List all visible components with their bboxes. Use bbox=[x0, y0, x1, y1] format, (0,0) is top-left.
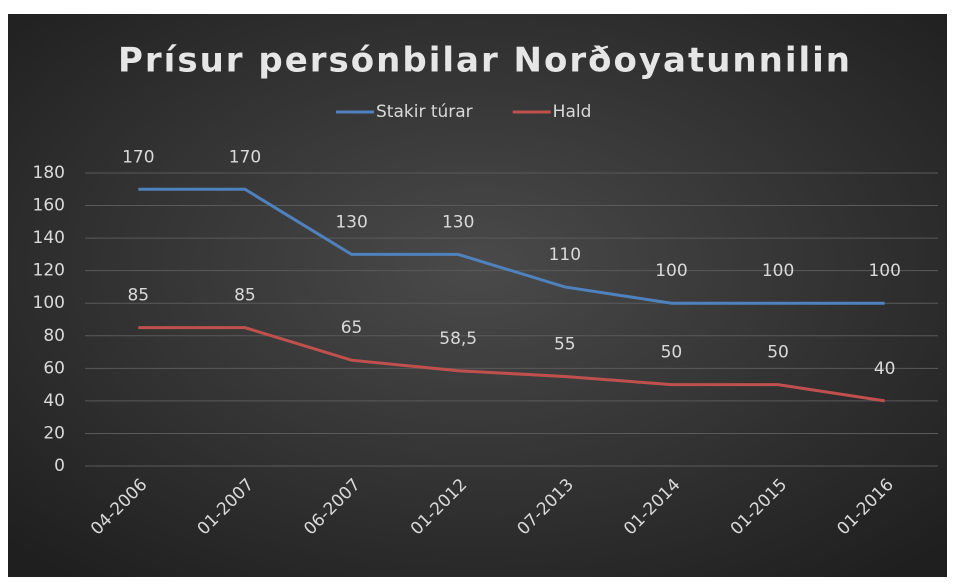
data-label: 50 bbox=[767, 343, 789, 363]
data-label: 110 bbox=[549, 245, 581, 265]
data-label: 58,5 bbox=[439, 329, 477, 349]
legend-label: Hald bbox=[553, 102, 592, 122]
data-label: 85 bbox=[127, 286, 149, 306]
y-tick-label: 20 bbox=[43, 423, 65, 443]
series-line bbox=[138, 326, 885, 403]
data-label: 85 bbox=[234, 286, 256, 306]
data-label: 170 bbox=[122, 147, 154, 167]
y-tick-label: 180 bbox=[33, 163, 65, 183]
data-label: 100 bbox=[655, 261, 687, 281]
y-tick-label: 160 bbox=[33, 196, 65, 216]
data-label: 130 bbox=[442, 212, 474, 232]
y-tick-label: 120 bbox=[33, 261, 65, 281]
data-label: 50 bbox=[661, 343, 683, 363]
y-tick-label: 40 bbox=[43, 391, 65, 411]
data-label: 40 bbox=[874, 359, 896, 379]
y-tick-label: 0 bbox=[54, 456, 65, 476]
chart-title: Prísur persónbilar Norðoyatunnilin bbox=[118, 41, 852, 81]
series-line bbox=[138, 187, 885, 305]
legend-label: Stakir túrar bbox=[376, 102, 473, 122]
data-label: 100 bbox=[868, 261, 900, 281]
chart-background bbox=[8, 14, 947, 577]
y-tick-label: 100 bbox=[33, 293, 65, 313]
y-tick-label: 80 bbox=[43, 326, 65, 346]
data-label: 65 bbox=[341, 318, 363, 338]
data-label: 100 bbox=[762, 261, 794, 281]
data-label: 130 bbox=[335, 212, 367, 232]
y-tick-label: 140 bbox=[33, 228, 65, 248]
data-label: 55 bbox=[554, 334, 576, 354]
data-label: 170 bbox=[229, 147, 261, 167]
y-tick-label: 60 bbox=[43, 358, 65, 378]
